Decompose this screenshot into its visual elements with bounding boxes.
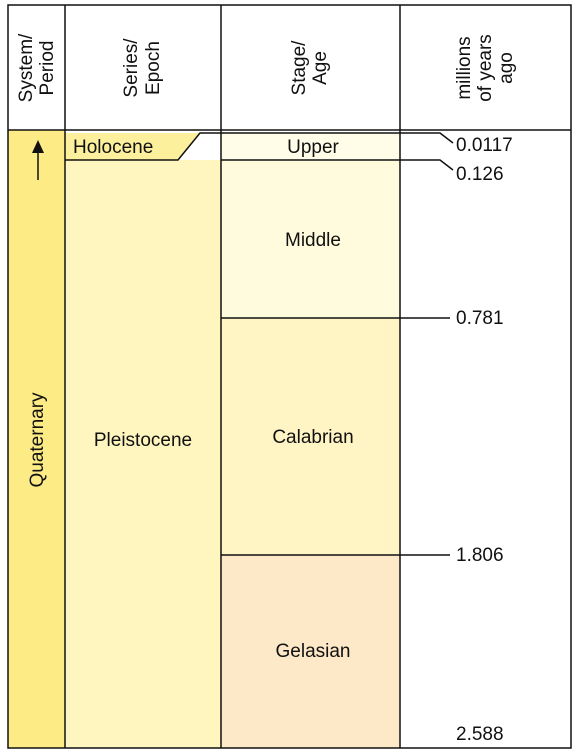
stage-label: Middle (285, 230, 341, 251)
calabrian-fill (221, 318, 400, 555)
period-fill (8, 130, 65, 748)
header-text: of years (475, 34, 496, 102)
holocene-fill (65, 133, 200, 160)
age-label: 0.781 (456, 308, 504, 329)
gelasian-fill (221, 555, 400, 748)
header-text: Period (37, 41, 58, 96)
epoch-label: Pleistocene (94, 430, 192, 451)
stage-label: Upper (287, 137, 339, 158)
age-label: 1.806 (456, 545, 504, 566)
header-text: ago (496, 52, 517, 84)
upper-fill (221, 133, 400, 160)
stage-label: Gelasian (276, 641, 351, 662)
age-label: 2.588 (456, 724, 504, 745)
header-text: millions (454, 36, 475, 99)
age-label: 0.0117 (456, 135, 513, 156)
header-text: Age (310, 51, 331, 85)
period-label: Quaternary (27, 392, 48, 488)
header-text: Stage/ (289, 40, 310, 96)
arrow-head (32, 140, 44, 153)
header-text: Epoch (143, 41, 164, 95)
table-border (7, 4, 572, 749)
stage-label: Calabrian (272, 427, 353, 448)
pleistocene-fill (65, 160, 221, 748)
middle-fill (221, 160, 400, 318)
epoch-label: Holocene (73, 137, 153, 158)
boundary-line (65, 132, 454, 161)
boundary-line (221, 159, 454, 171)
header-text: System/ (16, 33, 37, 102)
age-label: 0.126 (456, 164, 504, 185)
header-text: Series/ (121, 38, 142, 98)
